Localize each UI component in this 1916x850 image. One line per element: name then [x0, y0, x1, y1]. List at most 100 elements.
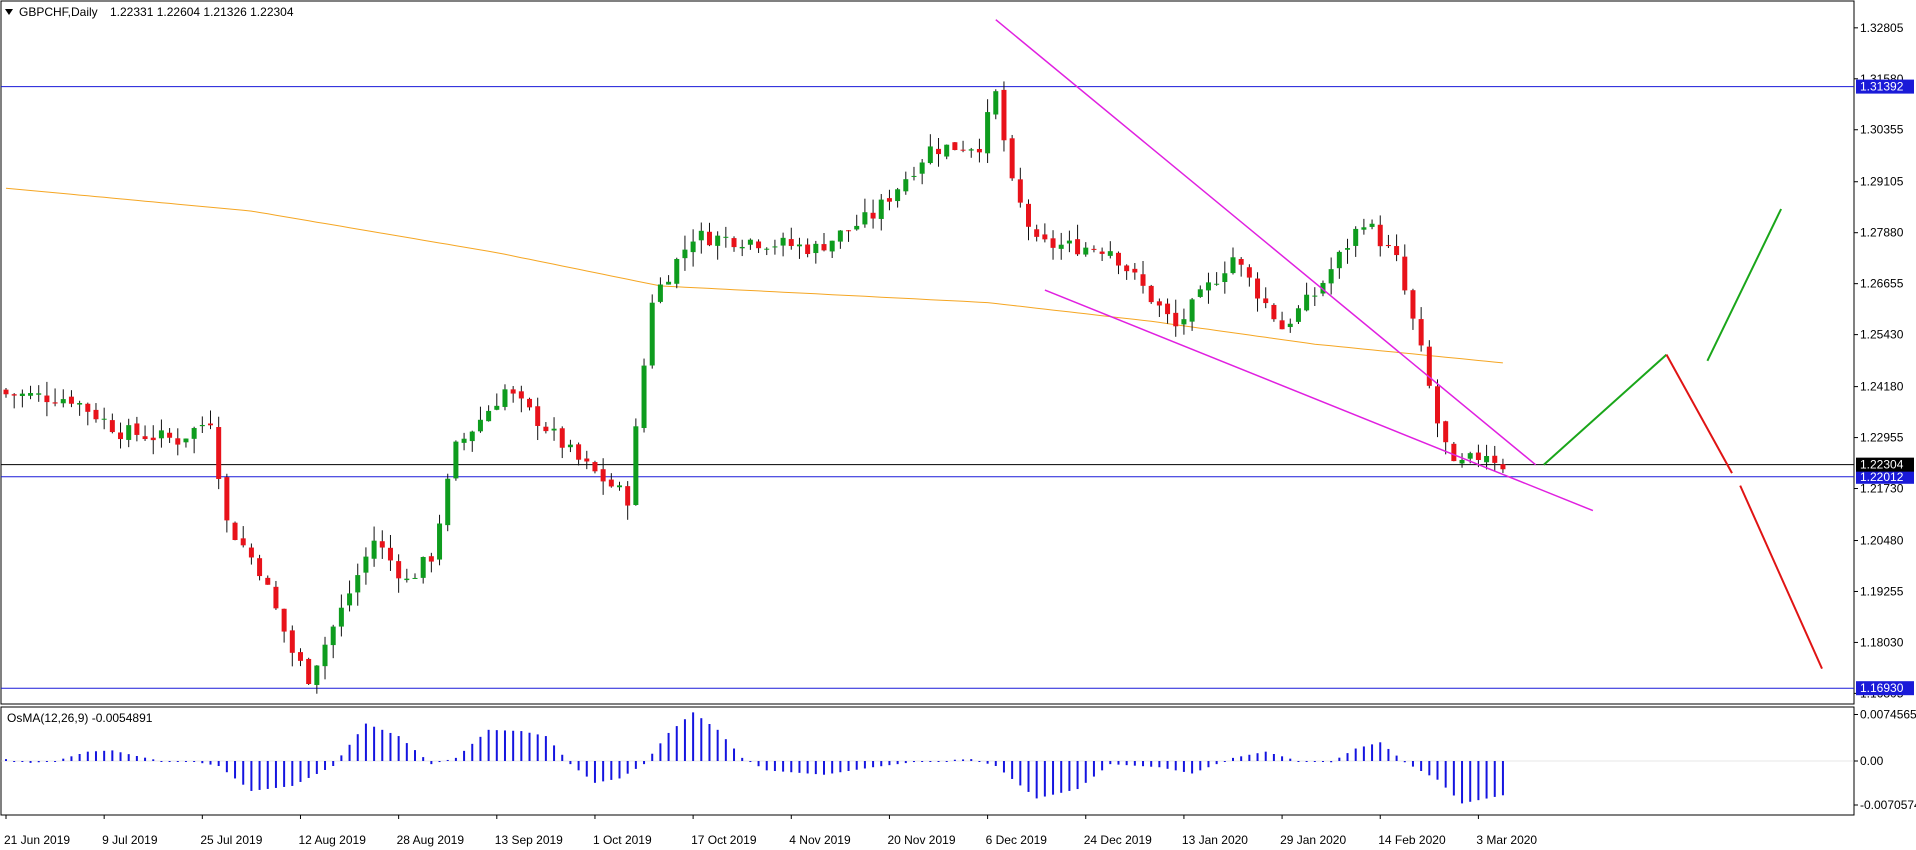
bullish-candle: [551, 428, 557, 431]
bearish-candle: [306, 658, 312, 684]
osma-tick-label: -0.0070574: [1860, 798, 1916, 812]
bearish-candle: [379, 541, 385, 548]
bearish-candle: [886, 198, 892, 202]
bullish-candle: [347, 593, 353, 606]
bearish-candle: [600, 469, 606, 482]
bullish-candle: [1205, 282, 1211, 291]
bearish-candle: [232, 522, 238, 541]
level-price-tag-bg: [1856, 469, 1914, 484]
bullish-candle: [371, 540, 377, 559]
osma-tick-label: 0.00: [1860, 754, 1884, 768]
bullish-candle: [649, 302, 655, 366]
bearish-candle: [109, 420, 115, 433]
price-tick-label: 1.30355: [1860, 123, 1904, 137]
bullish-candle: [28, 393, 34, 396]
bearish-candle: [535, 406, 541, 426]
projection-up-segment[interactable]: [1543, 353, 1668, 466]
bearish-candle: [1263, 298, 1269, 304]
bearish-candle: [559, 428, 565, 448]
bearish-candle: [1124, 265, 1130, 272]
bullish-candle: [404, 578, 410, 581]
price-axis: 1.328051.315801.303551.291051.278801.266…: [1854, 21, 1904, 700]
date-tick-label: 3 Mar 2020: [1476, 833, 1537, 847]
bullish-candle: [739, 246, 745, 249]
bullish-candle: [985, 112, 991, 154]
bullish-candle: [772, 246, 778, 248]
date-tick-label: 13 Sep 2019: [495, 833, 563, 847]
bullish-candle: [1484, 456, 1490, 463]
price-tick-label: 1.26655: [1860, 277, 1904, 291]
bullish-candle: [1353, 228, 1359, 246]
bullish-candle: [968, 149, 974, 151]
bullish-candle: [1369, 223, 1375, 227]
bearish-candle: [576, 444, 582, 460]
bearish-candle: [208, 423, 213, 426]
bullish-candle: [641, 365, 647, 429]
bullish-candle: [796, 244, 802, 247]
bearish-candle: [265, 577, 271, 585]
bearish-candle: [1255, 278, 1261, 299]
candles-layer: [3, 81, 1506, 694]
bullish-candle: [1312, 295, 1318, 297]
bid-price-tag: 1.22304: [1860, 458, 1904, 472]
bullish-candle: [1320, 282, 1326, 294]
bullish-candle: [854, 225, 860, 230]
bearish-candle: [1279, 320, 1285, 330]
bearish-candle: [273, 586, 279, 609]
bearish-candle: [289, 630, 295, 653]
bearish-candle: [1173, 312, 1179, 327]
bullish-candle: [829, 240, 835, 252]
bullish-candle: [1222, 273, 1228, 283]
date-tick-label: 9 Jul 2019: [102, 833, 158, 847]
bullish-candle: [698, 230, 704, 241]
bullish-candle: [1459, 459, 1465, 464]
bullish-candle: [895, 189, 901, 202]
bearish-candle: [1418, 319, 1424, 346]
bullish-candle: [813, 243, 819, 254]
bearish-candle: [248, 547, 254, 558]
date-tick-label: 20 Nov 2019: [887, 833, 955, 847]
bullish-candle: [747, 239, 753, 245]
bearish-candle: [1238, 258, 1244, 265]
bearish-candle: [1426, 346, 1432, 386]
bearish-candle: [1075, 239, 1081, 255]
bearish-candle: [85, 403, 91, 412]
bearish-candle: [1394, 246, 1400, 256]
date-tick-label: 6 Dec 2019: [986, 833, 1048, 847]
bullish-candle: [191, 428, 197, 439]
bearish-candle: [281, 608, 287, 632]
projection-down-segment[interactable]: [1665, 354, 1733, 474]
channel-upper-line[interactable]: [995, 19, 1537, 466]
projection-up-segment[interactable]: [1706, 208, 1782, 362]
symbol-menu-icon[interactable]: [5, 9, 13, 15]
price-tick-label: 1.18030: [1860, 635, 1904, 649]
bearish-candle: [960, 149, 966, 151]
bearish-candle: [1500, 464, 1506, 470]
bearish-candle: [1492, 455, 1498, 463]
date-tick-label: 28 Aug 2019: [397, 833, 465, 847]
price-tick-label: 1.27880: [1860, 226, 1904, 240]
bullish-candle: [674, 258, 680, 284]
bullish-candle: [445, 478, 451, 526]
bullish-candle: [36, 393, 42, 395]
bearish-candle: [257, 558, 263, 577]
bullish-candle: [1361, 227, 1367, 230]
level-price-tag-bg: [1856, 79, 1914, 94]
bearish-candle: [396, 561, 402, 579]
bearish-candle: [1435, 386, 1440, 424]
bullish-candle: [77, 403, 83, 405]
bullish-candle: [469, 431, 475, 442]
bullish-candle: [183, 438, 189, 443]
bullish-candle: [314, 665, 320, 685]
bearish-candle: [756, 241, 762, 249]
projection-down-segment[interactable]: [1739, 485, 1823, 670]
channel-lower-line[interactable]: [1044, 289, 1594, 512]
bullish-candle: [1058, 244, 1064, 249]
date-tick-label: 13 Jan 2020: [1182, 833, 1248, 847]
drawings-layer: [995, 19, 1823, 670]
bearish-candle: [1148, 285, 1154, 303]
date-tick-label: 21 Jun 2019: [4, 833, 70, 847]
bearish-candle: [52, 402, 58, 404]
bearish-candle: [1026, 203, 1031, 227]
